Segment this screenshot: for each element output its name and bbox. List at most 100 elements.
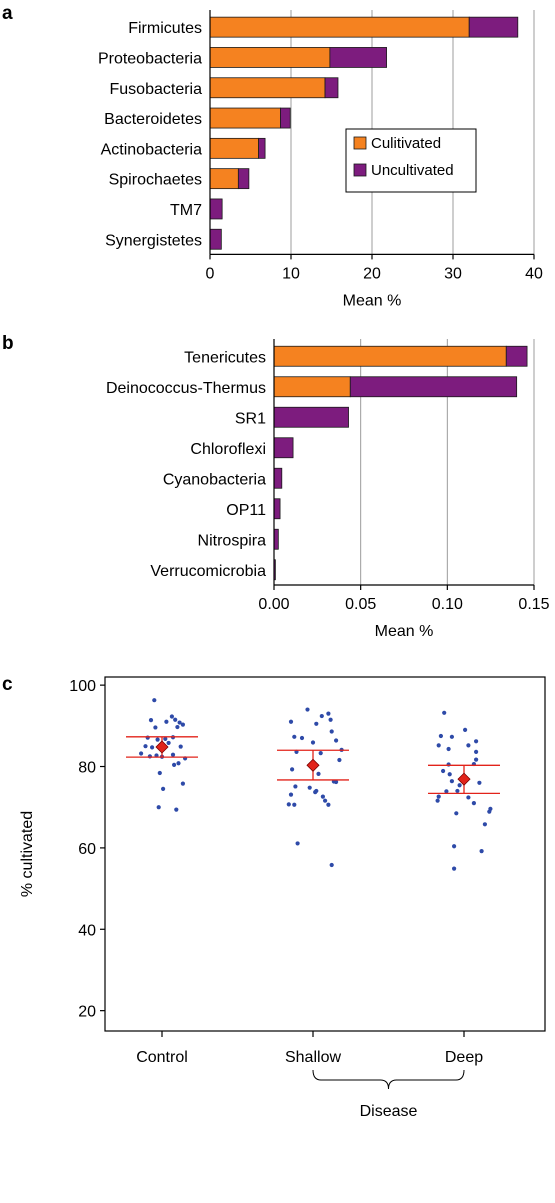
bar-uncultivated bbox=[505, 345, 528, 367]
x-tick-label: 0.15 bbox=[518, 596, 549, 613]
data-point bbox=[157, 770, 162, 776]
data-point bbox=[166, 740, 171, 746]
panel-label: a bbox=[2, 3, 13, 24]
data-point bbox=[471, 801, 476, 806]
bar-uncultivated bbox=[273, 406, 349, 428]
data-point bbox=[319, 713, 324, 719]
bar-uncultivated bbox=[273, 437, 294, 459]
data-point bbox=[452, 844, 457, 849]
bar-cultivated bbox=[209, 77, 326, 99]
data-point bbox=[180, 722, 185, 727]
bar-uncultivated bbox=[273, 528, 279, 550]
bar-uncultivated bbox=[324, 77, 339, 99]
x-tick-label: 10 bbox=[282, 265, 300, 282]
data-point bbox=[334, 738, 339, 743]
bar-uncultivated bbox=[209, 198, 223, 220]
legend-label: Uncultivated bbox=[371, 162, 454, 179]
disease-bracket bbox=[312, 1069, 465, 1090]
bar-cultivated bbox=[209, 16, 470, 38]
data-point bbox=[174, 807, 179, 812]
data-point bbox=[295, 841, 300, 846]
data-point bbox=[329, 862, 334, 868]
data-point bbox=[435, 798, 440, 803]
legend-box bbox=[345, 128, 477, 193]
group-control bbox=[126, 698, 198, 812]
data-point bbox=[449, 779, 454, 784]
category-label: Synergistetes bbox=[105, 232, 202, 249]
x-tick-label: 0 bbox=[206, 265, 215, 282]
bar-cultivated bbox=[209, 137, 259, 159]
mean-marker bbox=[306, 758, 320, 772]
data-point bbox=[449, 734, 454, 739]
panel-label: c bbox=[2, 674, 13, 695]
legend-swatch-uncultivated bbox=[353, 163, 367, 177]
bar-uncultivated bbox=[468, 16, 519, 38]
category-label: Cyanobacteria bbox=[163, 471, 266, 488]
category-label: TM7 bbox=[170, 202, 202, 219]
bar-uncultivated bbox=[209, 228, 222, 250]
data-point bbox=[164, 719, 169, 724]
data-point bbox=[323, 798, 328, 803]
data-point bbox=[290, 767, 295, 772]
data-point bbox=[170, 752, 176, 757]
data-point bbox=[180, 781, 185, 786]
data-point bbox=[156, 805, 161, 810]
bar-cultivated bbox=[273, 376, 351, 398]
data-point bbox=[313, 790, 318, 795]
x-tick-label: Deep bbox=[445, 1049, 483, 1066]
mean-marker bbox=[155, 740, 169, 754]
y-axis-title: % cultivated bbox=[19, 811, 36, 897]
data-point bbox=[299, 735, 305, 741]
category-label: Verrucomicrobia bbox=[150, 563, 266, 580]
group-deep bbox=[428, 710, 500, 871]
data-point bbox=[176, 761, 181, 766]
category-label: Chloroflexi bbox=[190, 441, 266, 458]
data-point bbox=[147, 754, 152, 759]
category-label: SR1 bbox=[235, 410, 266, 427]
data-point bbox=[474, 757, 479, 762]
data-point bbox=[328, 717, 333, 722]
panel-a: a Firmicutes Proteobacteria Fusobacteria Bac… bbox=[2, 3, 543, 309]
plot-frame bbox=[104, 676, 546, 1032]
data-point bbox=[318, 750, 323, 756]
data-point bbox=[178, 744, 183, 749]
category-label: OP11 bbox=[226, 502, 266, 519]
data-point bbox=[150, 745, 155, 750]
bar-uncultivated bbox=[349, 376, 518, 398]
legend-label: Culitivated bbox=[371, 135, 441, 152]
data-point bbox=[487, 809, 492, 814]
data-point bbox=[307, 785, 312, 790]
group-shallow bbox=[277, 707, 349, 868]
x-tick-label: 0.05 bbox=[345, 596, 376, 613]
data-point bbox=[455, 788, 460, 794]
data-point bbox=[463, 727, 468, 732]
bar-cultivated bbox=[273, 345, 507, 367]
x-tick-label: 0.00 bbox=[258, 596, 289, 613]
data-point bbox=[169, 714, 174, 719]
data-point bbox=[436, 743, 441, 748]
data-point bbox=[145, 735, 150, 740]
x-tick-label: 0.10 bbox=[432, 596, 463, 613]
x-tick-label: Control bbox=[136, 1049, 188, 1066]
legend-swatch-cultivated bbox=[353, 136, 367, 150]
bar-cultivated bbox=[209, 168, 239, 190]
data-point bbox=[173, 717, 178, 722]
data-point bbox=[172, 762, 177, 767]
category-label: Tenericutes bbox=[184, 349, 266, 366]
data-point bbox=[305, 707, 310, 712]
y-tick-label: 100 bbox=[69, 678, 96, 695]
data-point bbox=[442, 710, 447, 715]
data-point bbox=[320, 794, 325, 799]
bar-uncultivated bbox=[280, 107, 291, 129]
category-label: Nitrospira bbox=[198, 532, 267, 549]
category-label: Spirochaetes bbox=[109, 172, 202, 189]
bar-cultivated bbox=[209, 47, 331, 68]
data-point bbox=[436, 794, 441, 799]
data-point bbox=[288, 792, 294, 797]
y-tick-label: 40 bbox=[78, 922, 96, 939]
data-point bbox=[329, 729, 334, 734]
data-point bbox=[161, 786, 166, 791]
data-point bbox=[438, 733, 443, 739]
data-point bbox=[326, 711, 331, 716]
data-point bbox=[155, 737, 160, 742]
